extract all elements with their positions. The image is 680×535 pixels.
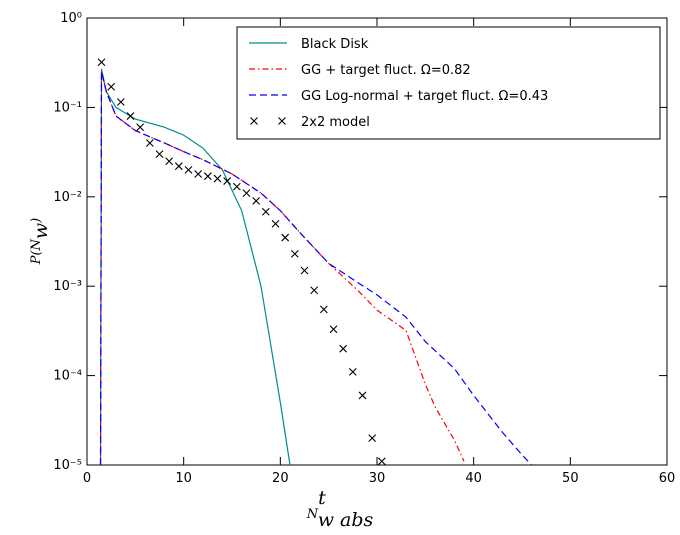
- y-tick-label: 10⁻⁵: [53, 458, 82, 473]
- x-label-main: N: [306, 507, 319, 522]
- data-point: [107, 82, 116, 91]
- data-point: [300, 266, 309, 275]
- x-tick-label: 0: [83, 471, 91, 486]
- data-point: [97, 58, 106, 67]
- data-point: [116, 98, 125, 106]
- data-point: [184, 165, 193, 174]
- x-tick-label: 30: [369, 471, 386, 486]
- y-tick-label: 10⁻²: [53, 190, 82, 205]
- legend-label: 2x2 model: [301, 115, 370, 130]
- data-point: [281, 233, 290, 242]
- x-label-sub: w abs: [318, 509, 374, 531]
- x-tick-label: 40: [465, 471, 482, 486]
- data-point: [165, 157, 174, 166]
- x-axis-label: Nt w abs: [306, 487, 374, 531]
- data-point: [319, 305, 328, 314]
- data-point: [261, 207, 270, 216]
- y-tick-label: 10⁻¹: [53, 100, 82, 115]
- data-point: [339, 344, 348, 353]
- legend-box: [236, 26, 661, 140]
- data-point: [232, 182, 241, 191]
- data-point: [358, 391, 367, 400]
- data-point: [290, 249, 299, 258]
- legend-label: Black Disk: [301, 37, 369, 52]
- y-axis-label: P(Nw): [29, 218, 52, 266]
- data-point: [155, 150, 164, 159]
- x-tick-label: 60: [659, 471, 676, 486]
- data-point: [242, 189, 251, 197]
- x-tick-label: 10: [175, 471, 192, 486]
- x-tick-label: 20: [272, 471, 289, 486]
- y-tick-label: 10⁰: [60, 11, 82, 26]
- data-point: [368, 434, 377, 442]
- data-point: [203, 172, 212, 181]
- y-tick-label: 10⁻³: [53, 279, 82, 294]
- data-point: [377, 457, 386, 466]
- data-point: [136, 123, 145, 132]
- data-line: [99, 71, 533, 466]
- data-point: [213, 174, 222, 183]
- x-label-sup: t: [318, 487, 326, 509]
- data-point: [223, 177, 232, 185]
- y-tick-label: 10⁻⁴: [53, 369, 82, 384]
- data-point: [194, 170, 203, 178]
- data-point: [174, 162, 183, 171]
- data-point: [329, 325, 338, 334]
- y-label-end: ): [29, 218, 44, 224]
- legend-label: GG Log-normal + target fluct. Ω=0.43: [301, 89, 548, 104]
- legend-label: GG + target fluct. Ω=0.82: [301, 63, 471, 78]
- data-point: [145, 139, 154, 147]
- y-label-main: P(N: [29, 238, 44, 265]
- data-point: [271, 219, 280, 228]
- data-point: [252, 197, 261, 205]
- y-label-sub: w: [30, 223, 52, 239]
- data-point: [348, 368, 357, 376]
- data-point: [126, 112, 135, 120]
- legend-marker: [250, 117, 286, 125]
- data-point: [310, 286, 319, 295]
- x-tick-label: 50: [562, 471, 579, 486]
